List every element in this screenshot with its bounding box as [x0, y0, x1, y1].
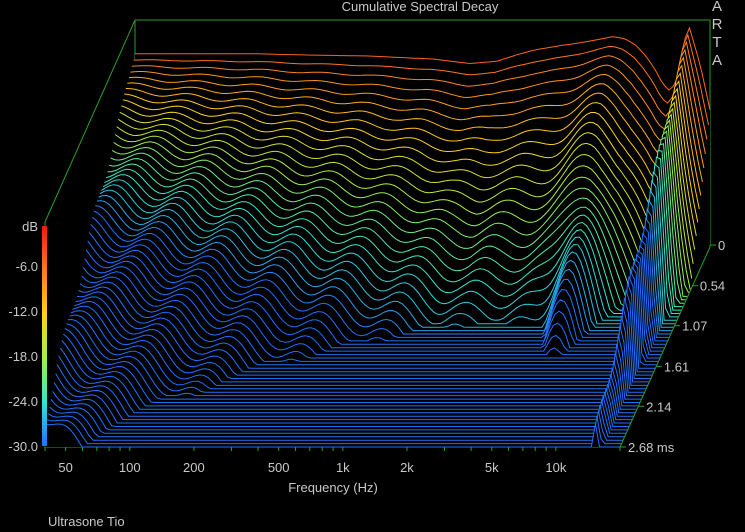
time-axis-line — [619, 246, 711, 448]
time-tick-label: 2.14 — [646, 399, 671, 414]
decay-slice — [119, 101, 696, 250]
x-axis-ticks: 50 100 200 500 1k 2k 5k 10k — [44, 447, 621, 475]
x-tick-label: 5k — [485, 460, 499, 475]
decay-slice — [110, 136, 686, 301]
time-tick-label: 1.07 — [682, 319, 707, 334]
decay-slice — [73, 297, 649, 383]
y-tick-label: -6.0 — [16, 259, 38, 274]
decay-slice — [58, 355, 634, 417]
slice-fill — [81, 266, 657, 365]
decay-slice — [113, 124, 690, 294]
decay-slice — [93, 210, 669, 338]
decay-slice — [67, 318, 643, 397]
decay-slice — [116, 113, 693, 279]
decay-slice — [64, 328, 640, 403]
decay-slice — [122, 87, 699, 223]
slice-fill — [80, 271, 656, 369]
decay-slice — [98, 194, 674, 328]
decay-slice — [52, 391, 628, 431]
decay-slice — [117, 107, 694, 264]
decay-slice — [69, 314, 645, 393]
decay-slice — [66, 323, 642, 400]
decay-slice — [114, 118, 691, 290]
chart-title: Cumulative Spectral Decay — [342, 0, 499, 14]
decay-slice — [70, 310, 646, 390]
decay-slice — [81, 265, 657, 366]
x-tick-label: 10k — [545, 460, 566, 475]
slice-fill — [57, 364, 633, 420]
time-tick-label: 0.54 — [700, 279, 725, 294]
decay-slice — [49, 404, 625, 438]
slice-fill — [55, 373, 631, 423]
decay-slice — [107, 150, 683, 308]
caption-label: Ultrasone Tio — [48, 514, 125, 529]
decay-slice — [47, 410, 624, 441]
decay-slice — [131, 40, 708, 140]
decay-slice — [76, 282, 652, 376]
decay-slice — [125, 72, 702, 196]
brand-label: ARTA — [709, 0, 726, 70]
decay-slice — [124, 80, 700, 210]
decay-slice — [121, 94, 697, 236]
time-tick-label: 1.61 — [664, 359, 689, 374]
decay-slice — [95, 205, 671, 335]
decay-slice — [82, 261, 659, 362]
decay-slice — [96, 200, 672, 332]
decay-slice — [87, 240, 663, 352]
decay-slice — [53, 382, 630, 427]
decay-slice — [128, 56, 705, 169]
decay-slice — [102, 171, 678, 318]
decay-slice — [99, 189, 675, 325]
y-tick-label: -18.0 — [8, 349, 38, 364]
decay-slice — [130, 48, 706, 155]
decay-slice — [61, 340, 637, 410]
decay-slice — [85, 249, 662, 356]
decay-slice — [135, 26, 711, 111]
decay-slice — [72, 305, 648, 386]
decay-slice — [101, 179, 677, 321]
decay-slice — [105, 156, 681, 311]
decay-slice — [84, 257, 660, 359]
decay-slice — [62, 333, 639, 407]
x-tick-label: 2k — [400, 460, 414, 475]
x-tick-label: 200 — [183, 460, 205, 475]
slice-fill — [48, 410, 624, 441]
time-tick-label: 0 — [718, 238, 725, 253]
decay-slice — [44, 423, 620, 448]
decay-slice — [111, 130, 688, 297]
decay-slice — [91, 216, 668, 342]
z-axis-label: dB — [22, 219, 38, 234]
decay-slice — [78, 276, 654, 373]
time-tick-label: 2.68 ms — [628, 440, 675, 455]
x-tick-label: 500 — [268, 460, 290, 475]
decay-slice — [55, 373, 631, 424]
y-tick-label: -12.0 — [8, 304, 38, 319]
decay-slice — [59, 347, 636, 414]
decay-slice — [104, 163, 680, 314]
decay-slice — [127, 64, 703, 183]
x-tick-label: 50 — [58, 460, 72, 475]
x-tick-label: 1k — [336, 460, 350, 475]
x-tick-label: 100 — [119, 460, 141, 475]
decay-slice — [79, 269, 656, 369]
decay-slices — [44, 26, 711, 448]
y-tick-label: -30.0 — [8, 439, 38, 454]
decay-slice — [56, 364, 633, 421]
y-axis-ticks: -6.0 -12.0 -18.0 -24.0 -30.0 — [8, 259, 38, 454]
decay-slice — [46, 416, 622, 445]
decay-slice — [109, 143, 685, 304]
y-tick-label: -24.0 — [8, 394, 38, 409]
decay-slice — [88, 232, 665, 349]
decay-slice — [50, 399, 627, 434]
decay-slice — [133, 33, 709, 125]
x-axis-label: Frequency (Hz) — [288, 480, 378, 495]
decay-slice — [90, 224, 666, 345]
time-axis-ticks: 0 0.54 1.07 1.61 2.14 2.68 ms — [620, 238, 725, 455]
frame-depth-top — [44, 19, 136, 223]
decay-slice — [75, 289, 651, 379]
color-scale-bar — [42, 226, 47, 446]
